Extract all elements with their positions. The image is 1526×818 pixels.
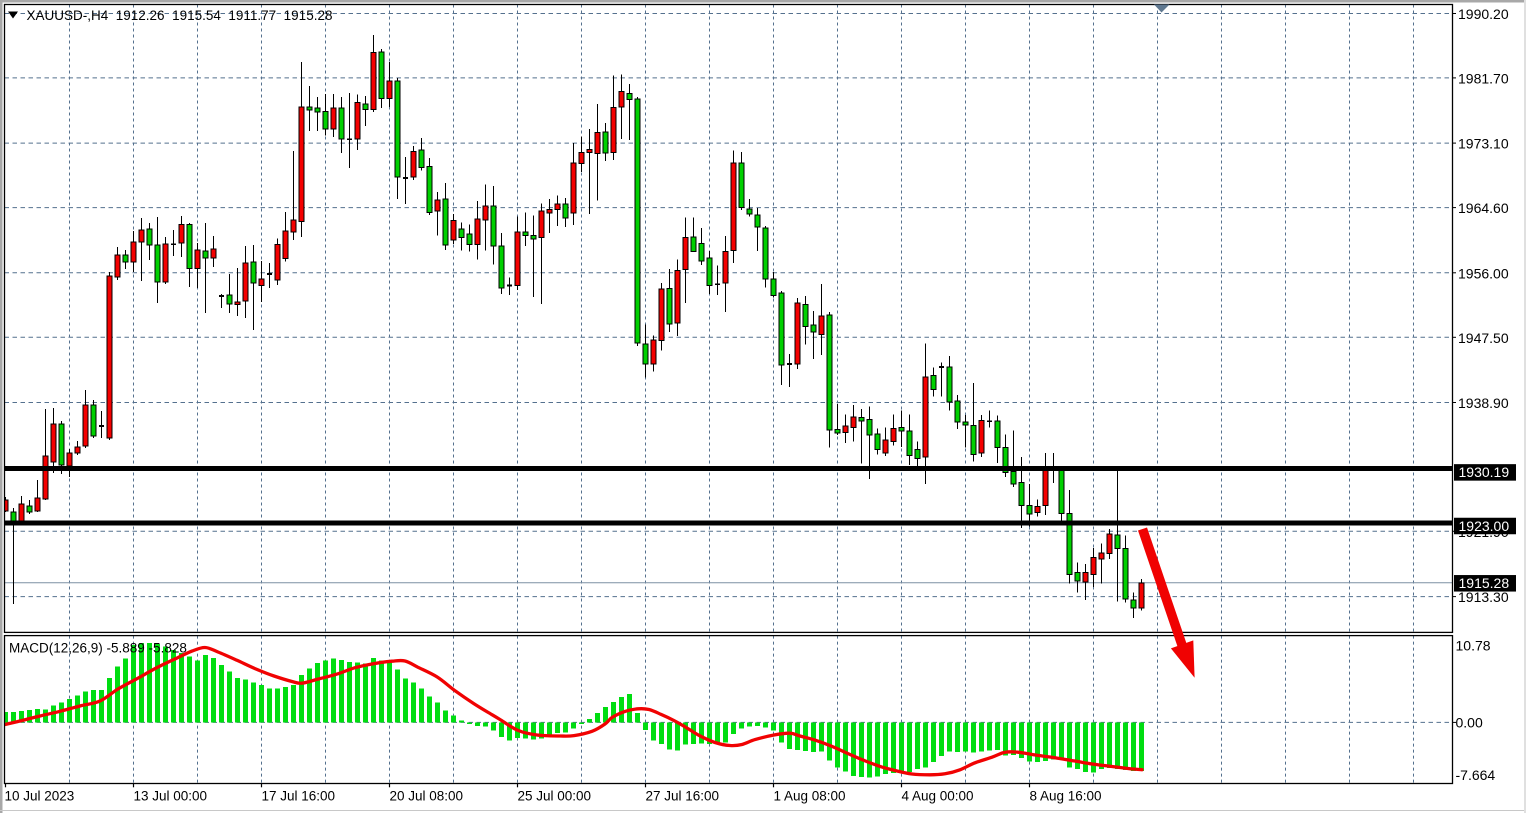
svg-text:1 Aug 08:00: 1 Aug 08:00 [774, 789, 846, 804]
svg-text:10 Jul 2023: 10 Jul 2023 [5, 789, 75, 804]
svg-text:13 Jul 00:00: 13 Jul 00:00 [134, 789, 208, 804]
svg-text:-7.664: -7.664 [1456, 767, 1496, 783]
svg-text:1915.28: 1915.28 [1459, 575, 1510, 591]
svg-text:1981.70: 1981.70 [1458, 70, 1509, 86]
svg-text:XAUUSD-,H4 1912.26 1915.54: XAUUSD-,H4 1912.26 1915.54 1911.77 1915.… [27, 8, 333, 23]
svg-text:1913.30: 1913.30 [1458, 589, 1509, 605]
svg-text:20 Jul 08:00: 20 Jul 08:00 [390, 789, 464, 804]
svg-text:1964.60: 1964.60 [1458, 200, 1509, 216]
svg-text:1930.19: 1930.19 [1459, 464, 1510, 480]
svg-text:0.00: 0.00 [1456, 714, 1483, 730]
svg-text:25 Jul 00:00: 25 Jul 00:00 [518, 789, 592, 804]
svg-text:1990.20: 1990.20 [1458, 6, 1509, 22]
svg-text:1947.50: 1947.50 [1458, 330, 1509, 346]
svg-text:1956.00: 1956.00 [1458, 265, 1509, 281]
svg-text:1938.90: 1938.90 [1458, 395, 1509, 411]
svg-text:17 Jul 16:00: 17 Jul 16:00 [262, 789, 336, 804]
svg-text:MACD(12,26,9) -5.889 -5.828: MACD(12,26,9) -5.889 -5.828 [9, 641, 187, 656]
svg-text:10.78: 10.78 [1456, 638, 1491, 654]
svg-text:27 Jul 16:00: 27 Jul 16:00 [646, 789, 720, 804]
svg-text:1973.10: 1973.10 [1458, 136, 1509, 152]
svg-text:8 Aug 16:00: 8 Aug 16:00 [1030, 789, 1102, 804]
svg-text:4 Aug 00:00: 4 Aug 00:00 [902, 789, 974, 804]
svg-text:1923.00: 1923.00 [1459, 518, 1510, 534]
